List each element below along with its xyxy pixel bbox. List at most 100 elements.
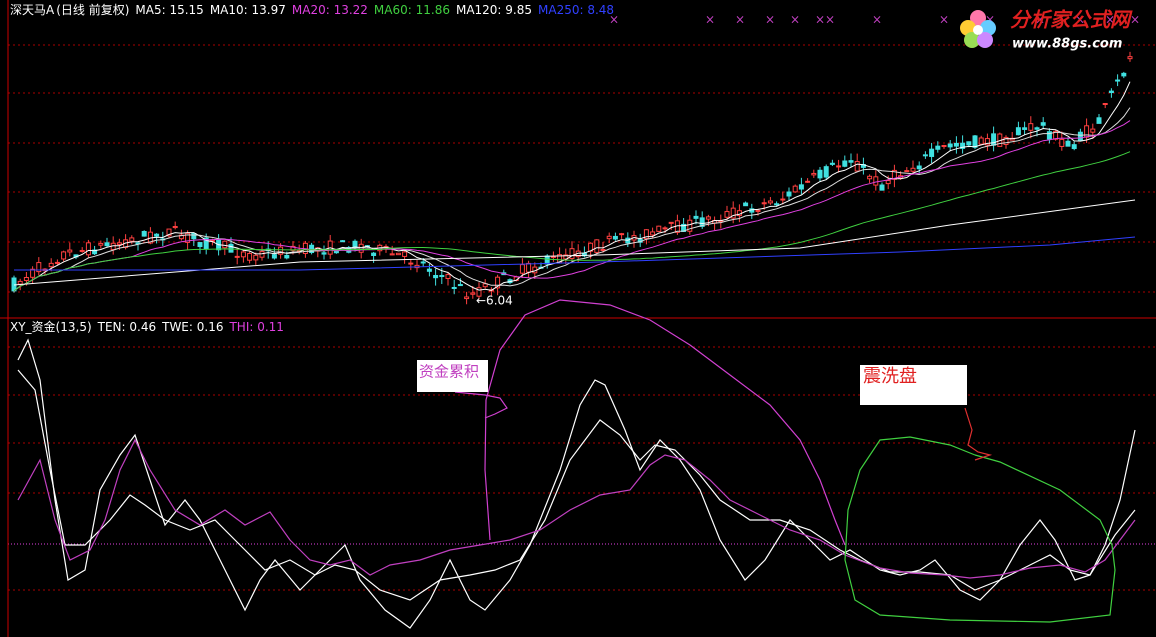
candle-body [774, 203, 780, 206]
candle-body [780, 198, 786, 201]
candle-body [1077, 131, 1083, 141]
candle-body [811, 172, 817, 176]
candle-body [98, 242, 104, 246]
candle-body [984, 138, 990, 146]
ma-line [13, 151, 1131, 292]
logo-name: 分析家公式网 [1010, 8, 1133, 32]
candle-body [612, 235, 618, 240]
candle-body [234, 255, 240, 258]
candle-body [910, 167, 916, 172]
candle-body [519, 264, 525, 274]
candle-body [408, 262, 414, 265]
candle-body [36, 262, 42, 273]
candle-body [1053, 130, 1059, 140]
candle-body [693, 215, 699, 219]
candle-body [1115, 79, 1121, 82]
signal-mark: × [1105, 13, 1115, 27]
candle-body [643, 229, 649, 240]
candle-body [92, 249, 98, 255]
signal-mark: × [1130, 13, 1140, 27]
candle-body [885, 180, 891, 185]
signal-marks: × × × × × × × × × × × × × × [609, 13, 1140, 27]
candle-body [1071, 144, 1077, 150]
candle-body [544, 255, 550, 265]
candle-body [1028, 123, 1034, 131]
candle-body [761, 202, 767, 205]
candle-body [61, 251, 67, 260]
indicator-value: TEN: 0.46 [97, 320, 156, 334]
candle-body [1108, 90, 1114, 94]
ma: MA60: 11.86 [374, 3, 450, 17]
candle-body [104, 242, 110, 247]
signal-mark: × [1075, 13, 1085, 27]
candle-body [848, 160, 854, 163]
candle-body [23, 277, 29, 281]
candle-body [650, 231, 656, 236]
logo: 分析家公式网 www.88gs.com [960, 8, 1133, 52]
candle-body [891, 169, 897, 180]
ma: MA10: 13.97 [210, 3, 286, 17]
candle-body [786, 191, 792, 197]
candle-body [247, 252, 253, 261]
indicator-value: THI: 0.11 [228, 320, 283, 334]
candle-body [67, 249, 73, 253]
candle-body [829, 162, 835, 165]
candle-body [929, 148, 935, 157]
candle-body [805, 180, 811, 183]
mode: (日线 前复权) [56, 2, 129, 17]
candle-body [1015, 127, 1021, 136]
signal-mark: × [939, 13, 949, 27]
candle-body [457, 284, 463, 287]
annotation-box [417, 360, 488, 392]
ma-line [13, 107, 1131, 292]
candle-body [141, 230, 147, 237]
candle-body [1121, 72, 1127, 77]
candle-body [966, 141, 972, 146]
candle-body [259, 251, 265, 258]
candle-body [526, 262, 532, 273]
ma: MA120: 9.85 [456, 3, 532, 17]
candle-body [1022, 127, 1028, 130]
candle-body [1040, 122, 1046, 126]
signal-mark: × [735, 13, 745, 27]
signal-mark: × [825, 13, 835, 27]
candle-body [960, 142, 966, 149]
candle-body [662, 227, 668, 230]
candle-body [284, 254, 290, 259]
candle-body [340, 240, 346, 243]
candle-body [129, 237, 135, 242]
signal-mark: × [705, 13, 715, 27]
candle-body [1034, 127, 1040, 130]
indicator-name: XY_资金(13,5) [10, 319, 92, 334]
logo-url: www.88gs.com [1012, 37, 1122, 52]
candle-body [451, 286, 457, 289]
candle-body [1046, 131, 1052, 140]
candle-body [922, 154, 928, 157]
candle-body [1059, 138, 1065, 147]
candle-body [563, 254, 569, 260]
ma-line [13, 199, 1136, 286]
indicator-header: XY_资金(13,5) TEN: 0.46 TWE: 0.16 THI: 0.11 [10, 319, 284, 334]
candle-body [185, 232, 191, 243]
candle-body [495, 276, 501, 289]
annotation-box [860, 365, 967, 405]
indicator-lines [17, 299, 1136, 629]
candle-body [705, 216, 711, 220]
signal-mark: × [765, 13, 775, 27]
signal-mark: × [815, 13, 825, 27]
candle-body [191, 232, 197, 240]
candle-body [1102, 103, 1108, 106]
candle-body [395, 252, 401, 256]
annotation: 震洗盘 [863, 366, 917, 387]
candle-body [48, 262, 54, 268]
candle-body [569, 248, 575, 259]
ma: MA20: 13.22 [292, 3, 368, 17]
ma: MA5: 15.15 [135, 3, 203, 17]
candle-body [873, 176, 879, 186]
candle-body [817, 169, 823, 179]
signal-mark: × [609, 13, 619, 27]
candle-body [433, 275, 439, 279]
candle-body [904, 170, 910, 173]
candle-body [278, 246, 284, 255]
